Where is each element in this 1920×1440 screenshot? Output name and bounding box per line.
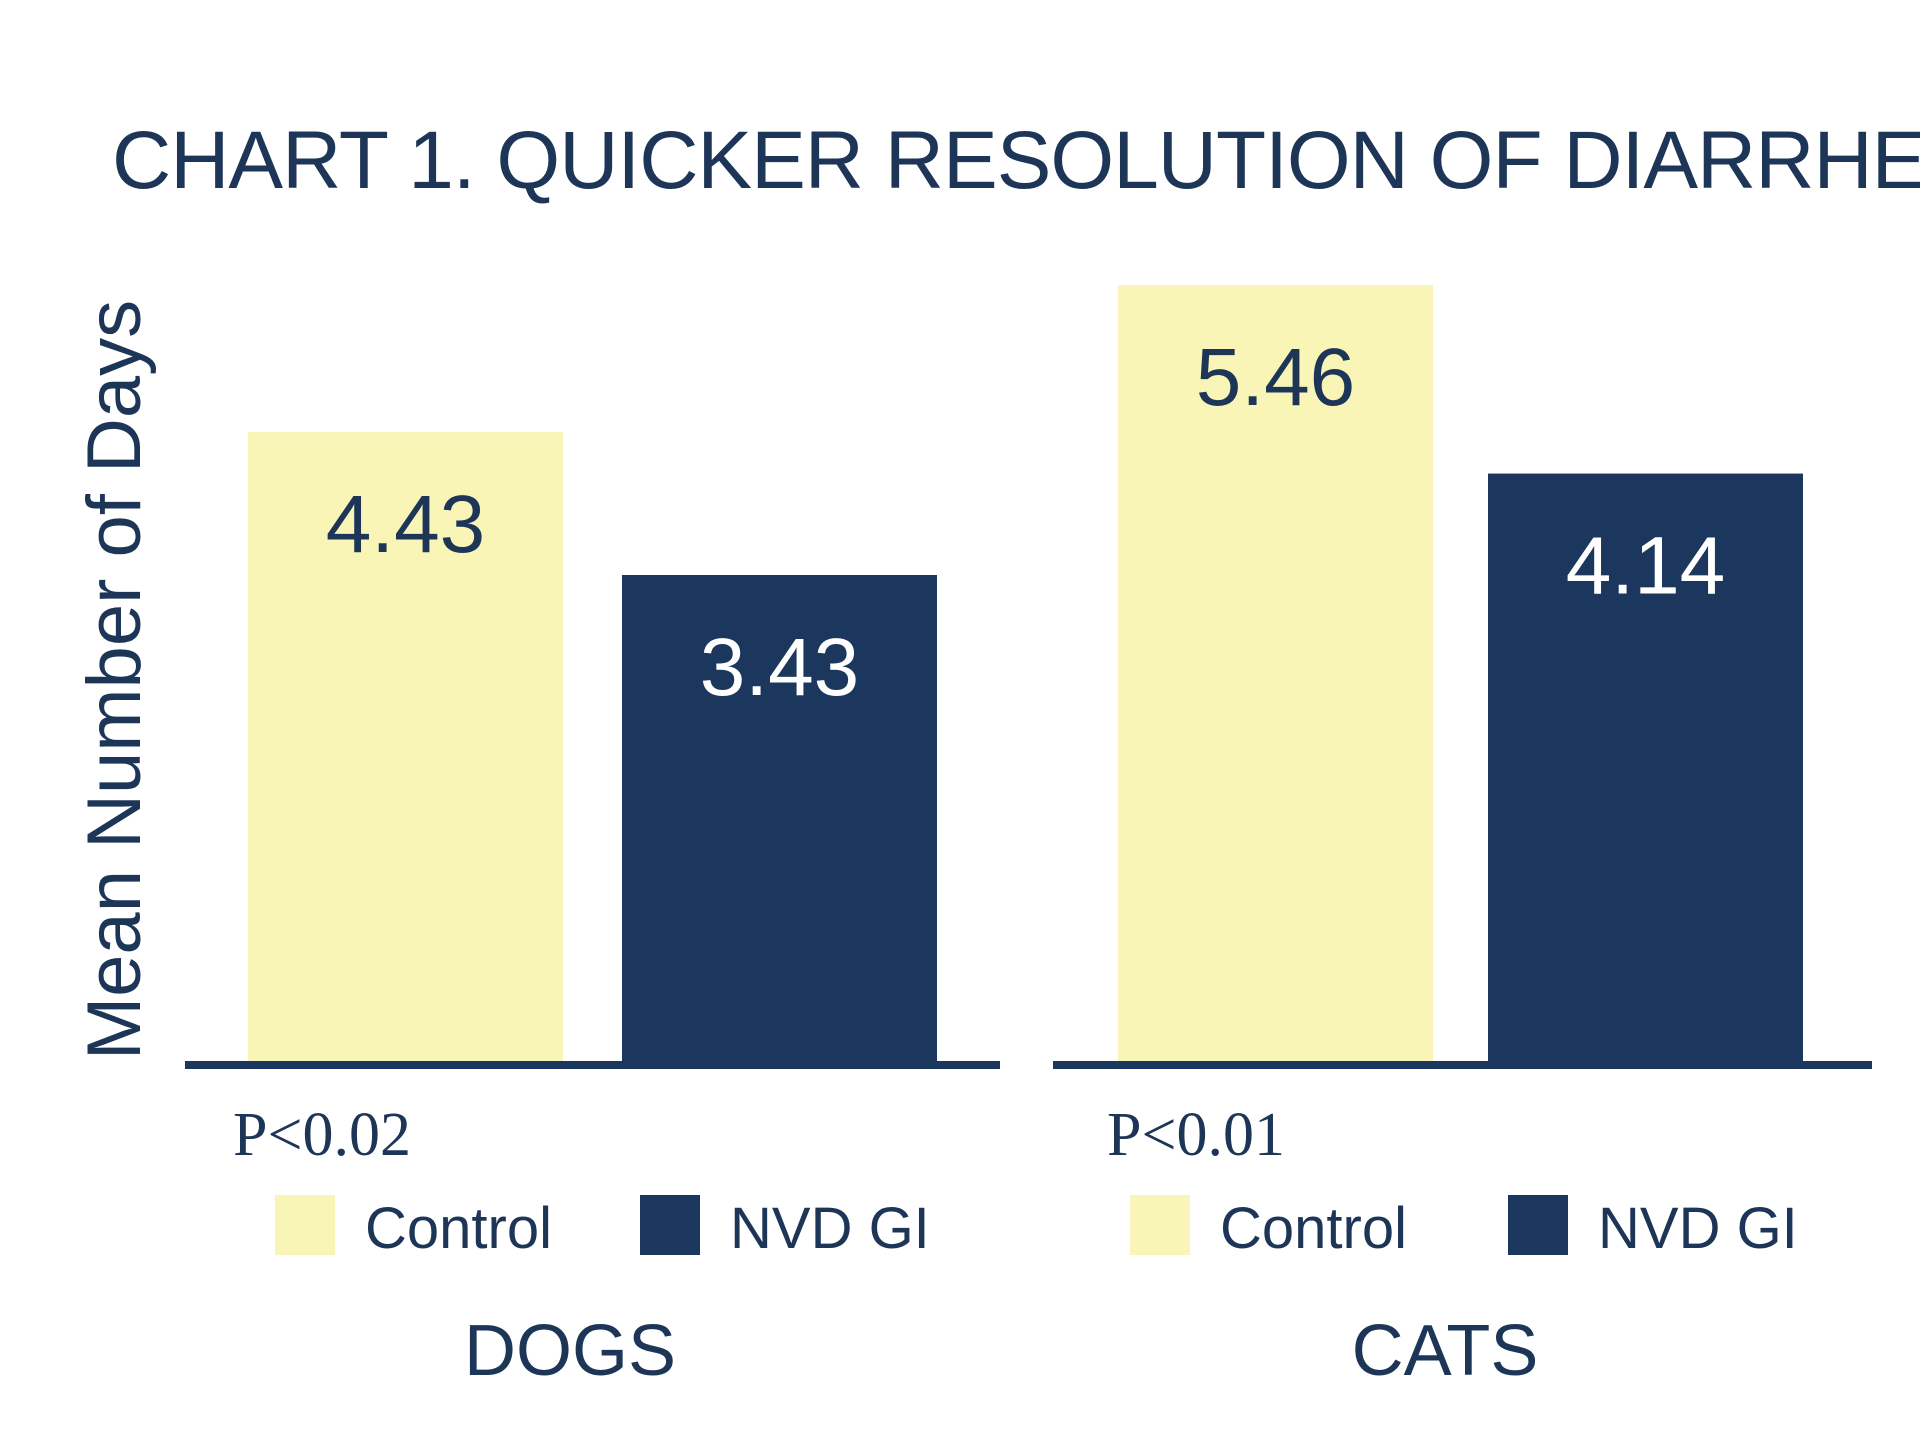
y-axis-label: Mean Number of Days [72,300,157,1060]
legend-label-control: Control [1220,1196,1407,1261]
legend-swatch-control [1130,1195,1190,1255]
bar-cats-control [1118,285,1433,1065]
panel-dogs: 4.43 3.43 P<0.02 Control NVD GI DOGS [185,432,1000,1391]
bar-value-label: 4.14 [1566,521,1726,612]
legend-swatch-nvd-gi [1508,1195,1568,1255]
legend-swatch-nvd-gi [640,1195,700,1255]
bar-value-label: 4.43 [326,479,486,570]
panel-cats: 5.46 4.14 P<0.01 Control NVD GI CATS [1053,285,1872,1391]
legend-swatch-control [275,1195,335,1255]
legend-label-nvd-gi: NVD GI [1598,1196,1798,1261]
bar-dogs-nvd-gi [622,575,937,1065]
p-value-label: P<0.02 [233,1101,411,1169]
legend-label-control: Control [365,1196,552,1261]
chart-title: CHART 1. QUICKER RESOLUTION OF DIARRHEA [112,115,1920,206]
panels: 4.43 3.43 P<0.02 Control NVD GI DOGS 5.46 4.14 P… [185,285,1872,1391]
group-label-dogs: DOGS [464,1311,676,1391]
bar-value-label: 3.43 [700,622,860,713]
bar-value-label: 5.46 [1196,332,1356,423]
p-value-label: P<0.01 [1107,1101,1285,1169]
bar-dogs-control [248,432,563,1066]
bar-cats-nvd-gi [1488,473,1803,1066]
legend-label-nvd-gi: NVD GI [730,1196,930,1261]
group-label-cats: CATS [1352,1311,1539,1391]
